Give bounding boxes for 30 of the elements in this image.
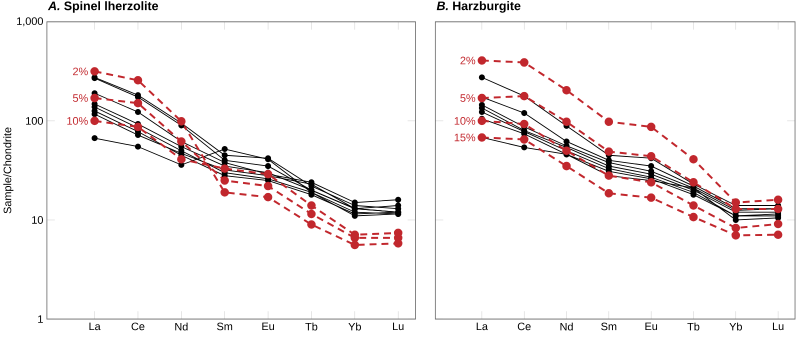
series-label: 10% [67,117,88,125]
x-tick-label: La [89,322,101,330]
x-tick-label: Lu [772,322,784,330]
y-tick-label: 1 [38,315,43,323]
x-tick-label: Ce [518,322,531,330]
y-tick-label: 100 [26,117,43,125]
x-tick-label: Nd [175,322,188,331]
series-label: 15% [454,134,476,142]
chart-title: A. Spinel lherzolite [48,1,158,13]
chart-title: B. Harzburgite [436,1,520,13]
x-tick-label: Yb [729,322,742,331]
x-tick-label: Sm [601,322,616,330]
x-tick-label: Tb [687,322,700,331]
x-tick-label: Eu [645,322,658,330]
y-tick-label: 1,000 [17,17,43,26]
x-tick-label: Nd [560,322,573,331]
y-tick-label: 10 [32,216,43,224]
x-tick-label: La [476,322,488,330]
x-tick-label: Eu [262,322,274,330]
x-tick-label: Tb [305,322,318,331]
series-label: 5% [460,94,476,102]
series-label: 5% [72,94,88,102]
series-label: 2% [73,68,88,76]
x-tick-label: Sm [217,322,232,330]
y-axis-title: Sample/Chondrite [3,128,14,214]
x-tick-label: Lu [393,322,404,330]
x-tick-label: Yb [348,322,361,331]
series-label: 10% [454,117,476,125]
x-tick-label: Ce [132,322,144,330]
series-label: 2% [460,56,476,64]
